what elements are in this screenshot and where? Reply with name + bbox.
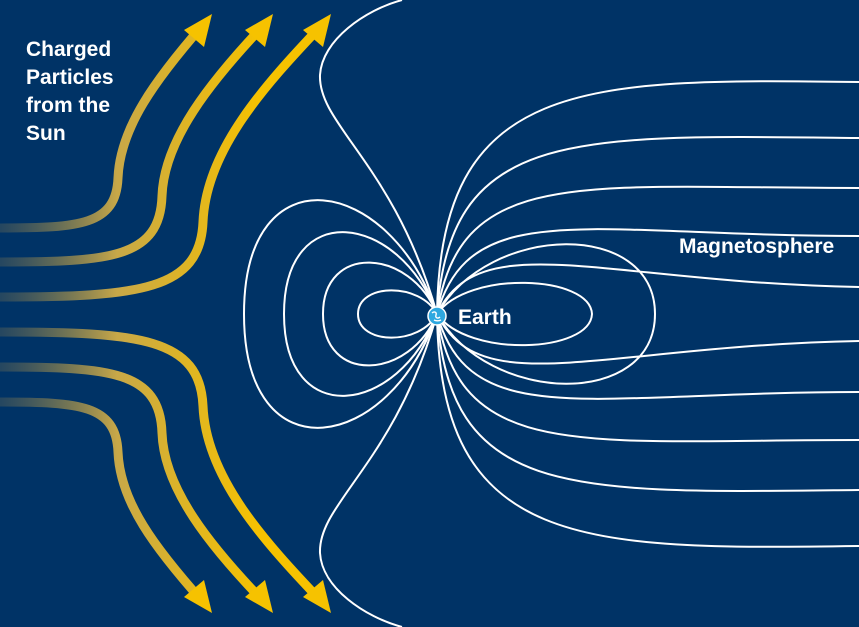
field-line-loop-left-3 [282, 231, 439, 397]
field-line-tail-bottom-2 [436, 313, 859, 400]
field-line-loop-left-4 [242, 199, 439, 429]
field-line-loop-left-2 [321, 261, 439, 367]
field-line-tail-top-2 [436, 228, 859, 315]
field-line-loop-left-1 [356, 289, 439, 339]
particle-arrowheads [184, 14, 331, 613]
field-line-boundary-bottom [318, 313, 438, 627]
field-line-loop-right-1 [435, 281, 594, 347]
arrow-icon [0, 22, 207, 233]
particle-flow-arrows [0, 21, 326, 606]
field-line-tail-top-5 [436, 80, 859, 315]
arrowhead-icon [184, 14, 212, 47]
earth-globe-icon [427, 306, 447, 326]
earth-label: Earth [458, 306, 512, 329]
field-line-tail-bottom-1 [436, 313, 859, 365]
arrowhead-icon [184, 580, 212, 613]
arrowhead-icon [245, 14, 273, 47]
field-line-loop-right-2 [435, 243, 657, 385]
field-line-boundary-top [318, 0, 438, 315]
arrow-icon [0, 327, 326, 606]
magnetosphere-label: Magnetosphere [679, 235, 835, 258]
sun-label-line: Particles [26, 66, 114, 89]
field-line-tail-bottom-3 [436, 313, 859, 443]
arrow-icon [0, 397, 207, 605]
field-line-tail-bottom-4 [436, 313, 859, 492]
arrow-icon [0, 21, 326, 302]
field-line-tail-top-4 [436, 136, 859, 315]
magnetic-field-lines [242, 0, 859, 627]
sun-label-line: from the [26, 94, 110, 117]
sun-label-line: Charged [26, 38, 112, 61]
field-line-tail-top-1 [436, 263, 859, 315]
arrowhead-icon [245, 580, 273, 613]
sun-label-line: Sun [26, 122, 66, 145]
arrowhead-icon [303, 580, 331, 613]
sun-particles-label: Charged Particles from the Sun [26, 36, 156, 148]
arrow-icon [0, 362, 268, 606]
field-line-tail-top-3 [436, 185, 859, 315]
arrowhead-icon [303, 14, 331, 47]
field-line-tail-bottom-5 [436, 313, 859, 548]
arrow-icon [0, 21, 268, 267]
